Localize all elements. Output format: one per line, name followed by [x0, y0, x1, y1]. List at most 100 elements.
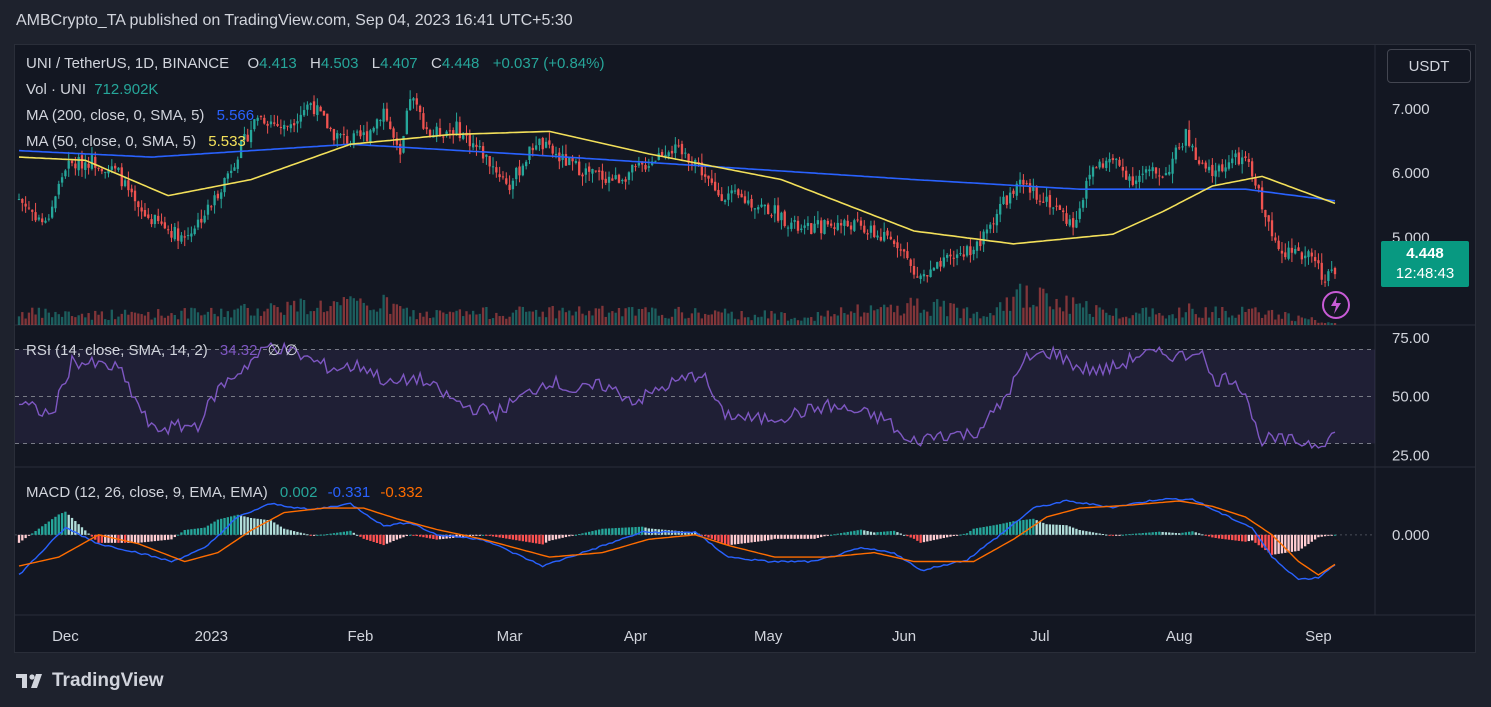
volume-bar — [372, 309, 375, 325]
candle-body — [1038, 200, 1042, 202]
rsi-legend[interactable]: RSI (14, close, SMA, 14, 2) 34.32 ∅ ∅ — [26, 341, 298, 359]
candle-body — [899, 249, 902, 251]
volume-bar — [654, 308, 657, 325]
candle-body — [77, 157, 80, 171]
candle-body — [594, 170, 597, 172]
candle-body — [1290, 247, 1294, 253]
macd-histogram-bar — [97, 534, 100, 543]
macd-histogram-bar — [995, 524, 999, 535]
macd-histogram-bar — [432, 534, 435, 540]
candle-body — [408, 99, 412, 111]
macd-histogram-bar — [34, 531, 37, 535]
volume-bar — [289, 305, 292, 325]
candle-body — [727, 193, 730, 200]
volume-bar — [352, 298, 355, 325]
candle-body — [1108, 158, 1111, 163]
macd-histogram-bar — [581, 533, 584, 535]
volume-bar — [1012, 296, 1015, 325]
rsi-line — [18, 341, 1336, 450]
volume-bar — [611, 311, 614, 325]
candle-body — [816, 220, 820, 225]
volume-bar — [143, 315, 147, 325]
volume-bar — [757, 317, 760, 325]
candle-body — [468, 134, 471, 147]
candle-body — [932, 267, 936, 271]
candle-body — [1244, 156, 1247, 159]
candle-body — [720, 194, 723, 201]
candle-body — [551, 145, 554, 154]
macd-histogram-bar — [246, 517, 249, 535]
candle-body — [757, 207, 760, 210]
currency-button[interactable]: USDT — [1387, 49, 1471, 83]
macd-histogram-bar — [879, 531, 883, 535]
ma200-legend[interactable]: MA (200, close, 0, SMA, 5) 5.566 — [26, 107, 254, 124]
macd-histogram-bar — [349, 530, 352, 535]
volume-legend[interactable]: Vol · UNI 712.902K — [26, 81, 158, 98]
volume-bar — [1287, 313, 1290, 325]
candle-body — [153, 214, 157, 225]
volume-bar — [425, 311, 428, 325]
macd-histogram-bar — [176, 534, 180, 536]
macd-histogram-bar — [544, 534, 548, 543]
candle-body — [458, 122, 462, 139]
macd-histogram-bar — [153, 534, 157, 542]
tradingview-footer[interactable]: TradingView — [16, 670, 164, 692]
macd-histogram-bar — [1125, 534, 1128, 536]
candle-body — [1164, 173, 1168, 176]
macd-histogram-bar — [213, 521, 216, 535]
volume-bar — [309, 311, 312, 325]
close-label: C — [431, 55, 442, 72]
candle-body — [1078, 208, 1081, 219]
macd-histogram-bar — [309, 534, 312, 536]
macd-histogram-bar — [508, 534, 511, 540]
volume-bar — [1055, 298, 1058, 325]
candle-body — [829, 223, 833, 226]
candle-body — [906, 251, 909, 259]
macd-histogram-bar — [332, 533, 336, 535]
macd-legend[interactable]: MACD (12, 26, close, 9, EMA, EMA) 0.002 … — [26, 484, 423, 501]
macd-histogram-bar — [137, 534, 140, 543]
macd-histogram-bar — [31, 533, 34, 535]
candle-body — [1327, 271, 1330, 281]
volume-bar — [196, 312, 200, 325]
volume-bar — [965, 307, 969, 325]
macd-histogram-bar — [803, 534, 806, 539]
candle-body — [1101, 163, 1105, 168]
volume-bar — [1294, 321, 1297, 325]
macd-value: -0.331 — [327, 484, 371, 501]
volume-bar — [813, 320, 816, 325]
volume-bar — [448, 311, 452, 325]
candle-body — [100, 169, 104, 172]
macd-histogram-bar — [1217, 534, 1221, 539]
candle-body — [995, 213, 999, 226]
volume-bar — [1297, 315, 1300, 325]
candle-body — [753, 208, 757, 210]
macd-histogram-bar — [810, 534, 813, 539]
macd-histogram-bar — [1187, 531, 1191, 535]
lightning-icon[interactable] — [1321, 290, 1351, 320]
chart-frame[interactable]: 7.000 6.000 5.000 75.00 50.00 25.00 0.000 Dec 20… — [14, 44, 1476, 653]
macd-histogram-bar — [263, 519, 266, 535]
ma50-legend[interactable]: MA (50, close, 0, SMA, 5) 5.533 — [26, 133, 246, 150]
candle-body — [167, 229, 170, 231]
candle-body — [455, 121, 458, 134]
high-label: H — [310, 55, 321, 72]
candle-body — [110, 166, 113, 170]
macd-histogram-bar — [737, 534, 740, 545]
volume-bar — [919, 312, 922, 325]
volume-bar — [322, 312, 326, 325]
volume-label: Vol · UNI — [26, 81, 87, 98]
volume-bar — [859, 316, 863, 325]
candle-body — [17, 198, 21, 200]
symbol-name[interactable]: UNI / TetherUS, 1D, BINANCE — [26, 55, 230, 72]
macd-histogram-bar — [836, 533, 839, 535]
macd-histogram-bar — [1287, 534, 1290, 553]
candle-body — [826, 220, 829, 225]
volume-bar — [399, 306, 402, 325]
volume-bar — [190, 307, 193, 325]
macd-histogram-bar — [1048, 524, 1052, 535]
macd-histogram-bar — [495, 534, 498, 537]
macd-histogram-bar — [975, 528, 979, 535]
candle-body — [438, 128, 442, 137]
